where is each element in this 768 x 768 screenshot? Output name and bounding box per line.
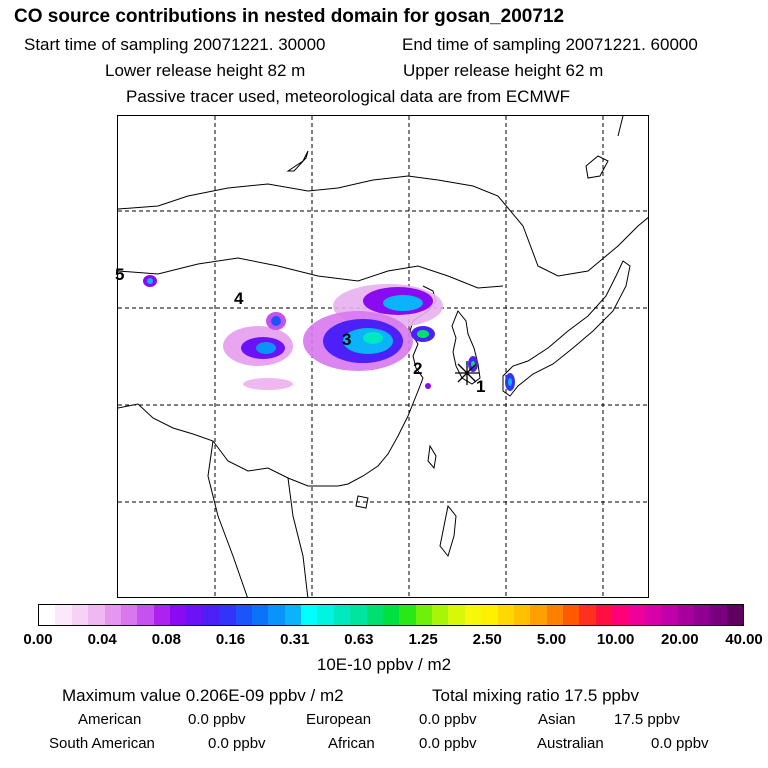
coastline-north (118, 175, 648, 277)
hainan (355, 495, 369, 509)
color-scale-tick-label: 5.00 (536, 631, 567, 648)
border-mongolia (118, 257, 504, 289)
color-scale-tick-label: 0.08 (151, 631, 181, 648)
color-swatch (448, 605, 465, 625)
color-scale-tick-label: 10.00 (596, 631, 635, 648)
lower-height-label: Lower release height 82 m (105, 61, 306, 80)
color-swatch (71, 605, 89, 625)
color-swatch (661, 605, 678, 625)
color-swatch (382, 605, 400, 625)
color-swatch (694, 605, 711, 625)
color-swatch (432, 605, 449, 625)
hokkaido-sakhalin (585, 116, 624, 179)
korea-coast (451, 310, 481, 385)
color-scale-tick-label: 0.00 (23, 631, 53, 648)
color-scale-tick-label: 2.50 (472, 631, 502, 648)
color-swatch (595, 605, 613, 625)
total-mixing-label: Total mixing ratio 17.5 ppbv (432, 686, 639, 705)
color-swatch (530, 605, 547, 625)
japan-coast (502, 260, 631, 397)
region-african-value: 0.0 ppbv (419, 735, 477, 752)
color-scale-tick-label: 0.04 (87, 631, 117, 648)
color-scale-tick-label: 1.25 (408, 631, 438, 648)
contribution-plumes (143, 275, 515, 391)
color-swatch (317, 605, 334, 625)
region-american-label: American (78, 711, 142, 728)
region-asian-label: Asian (538, 711, 576, 728)
asterisk-icon (455, 361, 479, 385)
site-label-2: 2 (413, 359, 423, 378)
color-swatch (579, 605, 596, 625)
color-swatch (268, 605, 285, 625)
end-time-label: End time of sampling 20071221. 60000 (402, 35, 698, 54)
max-value-label: Maximum value 0.206E-09 ppbv / m2 (62, 686, 344, 705)
color-swatch (88, 605, 105, 625)
region-european-label: European (306, 711, 372, 728)
color-swatch (284, 605, 301, 625)
color-swatch (546, 605, 563, 625)
color-scale-tick-label: 40.00 (725, 631, 763, 648)
philippines (439, 504, 457, 558)
color-swatch (612, 605, 629, 625)
color-swatch (513, 605, 531, 625)
color-swatch (366, 605, 383, 625)
color-swatch (563, 605, 580, 625)
region-south-american-label: South American (49, 735, 155, 752)
map-panel (117, 115, 649, 598)
site-label-4: 4 (234, 289, 244, 308)
region-australian-value: 0.0 ppbv (651, 735, 709, 752)
color-swatch (186, 605, 203, 625)
upper-height-label: Upper release height 62 m (403, 61, 604, 80)
start-time-label: Start time of sampling 20071221. 30000 (24, 35, 326, 54)
color-swatch (39, 605, 56, 625)
color-swatch (481, 605, 498, 625)
color-swatch (120, 605, 138, 625)
color-swatch (333, 605, 351, 625)
color-scale-tick-label: 0.63 (344, 631, 374, 648)
region-south-american-value: 0.0 ppbv (208, 735, 266, 752)
border-china-south (118, 403, 338, 487)
color-swatch (153, 605, 170, 625)
site-label-3: 3 (342, 330, 352, 349)
color-swatch (104, 605, 121, 625)
color-swatch (301, 605, 318, 625)
plot-title: CO source contributions in nested domain… (14, 6, 565, 27)
region-australian-label: Australian (537, 735, 604, 752)
color-swatch (170, 605, 187, 625)
color-swatch (399, 605, 416, 625)
lake-baikal (286, 150, 309, 172)
color-scale-tick-label: 20.00 (661, 631, 699, 648)
color-scale-tick-label: 0.31 (280, 631, 310, 648)
map-canvas (118, 116, 648, 597)
tracer-note: Passive tracer used, meteorological data… (126, 87, 571, 106)
color-scale-bar (38, 604, 744, 626)
color-swatch (726, 605, 744, 625)
region-african-label: African (328, 735, 375, 752)
color-swatch (497, 605, 514, 625)
color-swatch (251, 605, 269, 625)
region-american-value: 0.0 ppbv (188, 711, 246, 728)
indochina (207, 440, 309, 597)
color-swatch (415, 605, 432, 625)
color-swatch (137, 605, 154, 625)
color-swatch (644, 605, 662, 625)
region-asian-value: 17.5 ppbv (614, 711, 680, 728)
color-swatch (350, 605, 367, 625)
color-swatch (219, 605, 236, 625)
site-label-1: 1 (476, 377, 486, 396)
color-swatch (628, 605, 645, 625)
site-label-5: 5 (115, 265, 125, 284)
color-swatch (464, 605, 482, 625)
color-swatch (677, 605, 694, 625)
color-swatch (710, 605, 727, 625)
color-scale-tick-label: 0.16 (215, 631, 246, 648)
color-swatch (235, 605, 252, 625)
region-european-value: 0.0 ppbv (419, 711, 477, 728)
color-swatch (202, 605, 220, 625)
color-swatch (55, 605, 72, 625)
color-scale-unit: 10E-10 ppbv / m2 (316, 655, 452, 674)
taiwan (427, 444, 437, 470)
